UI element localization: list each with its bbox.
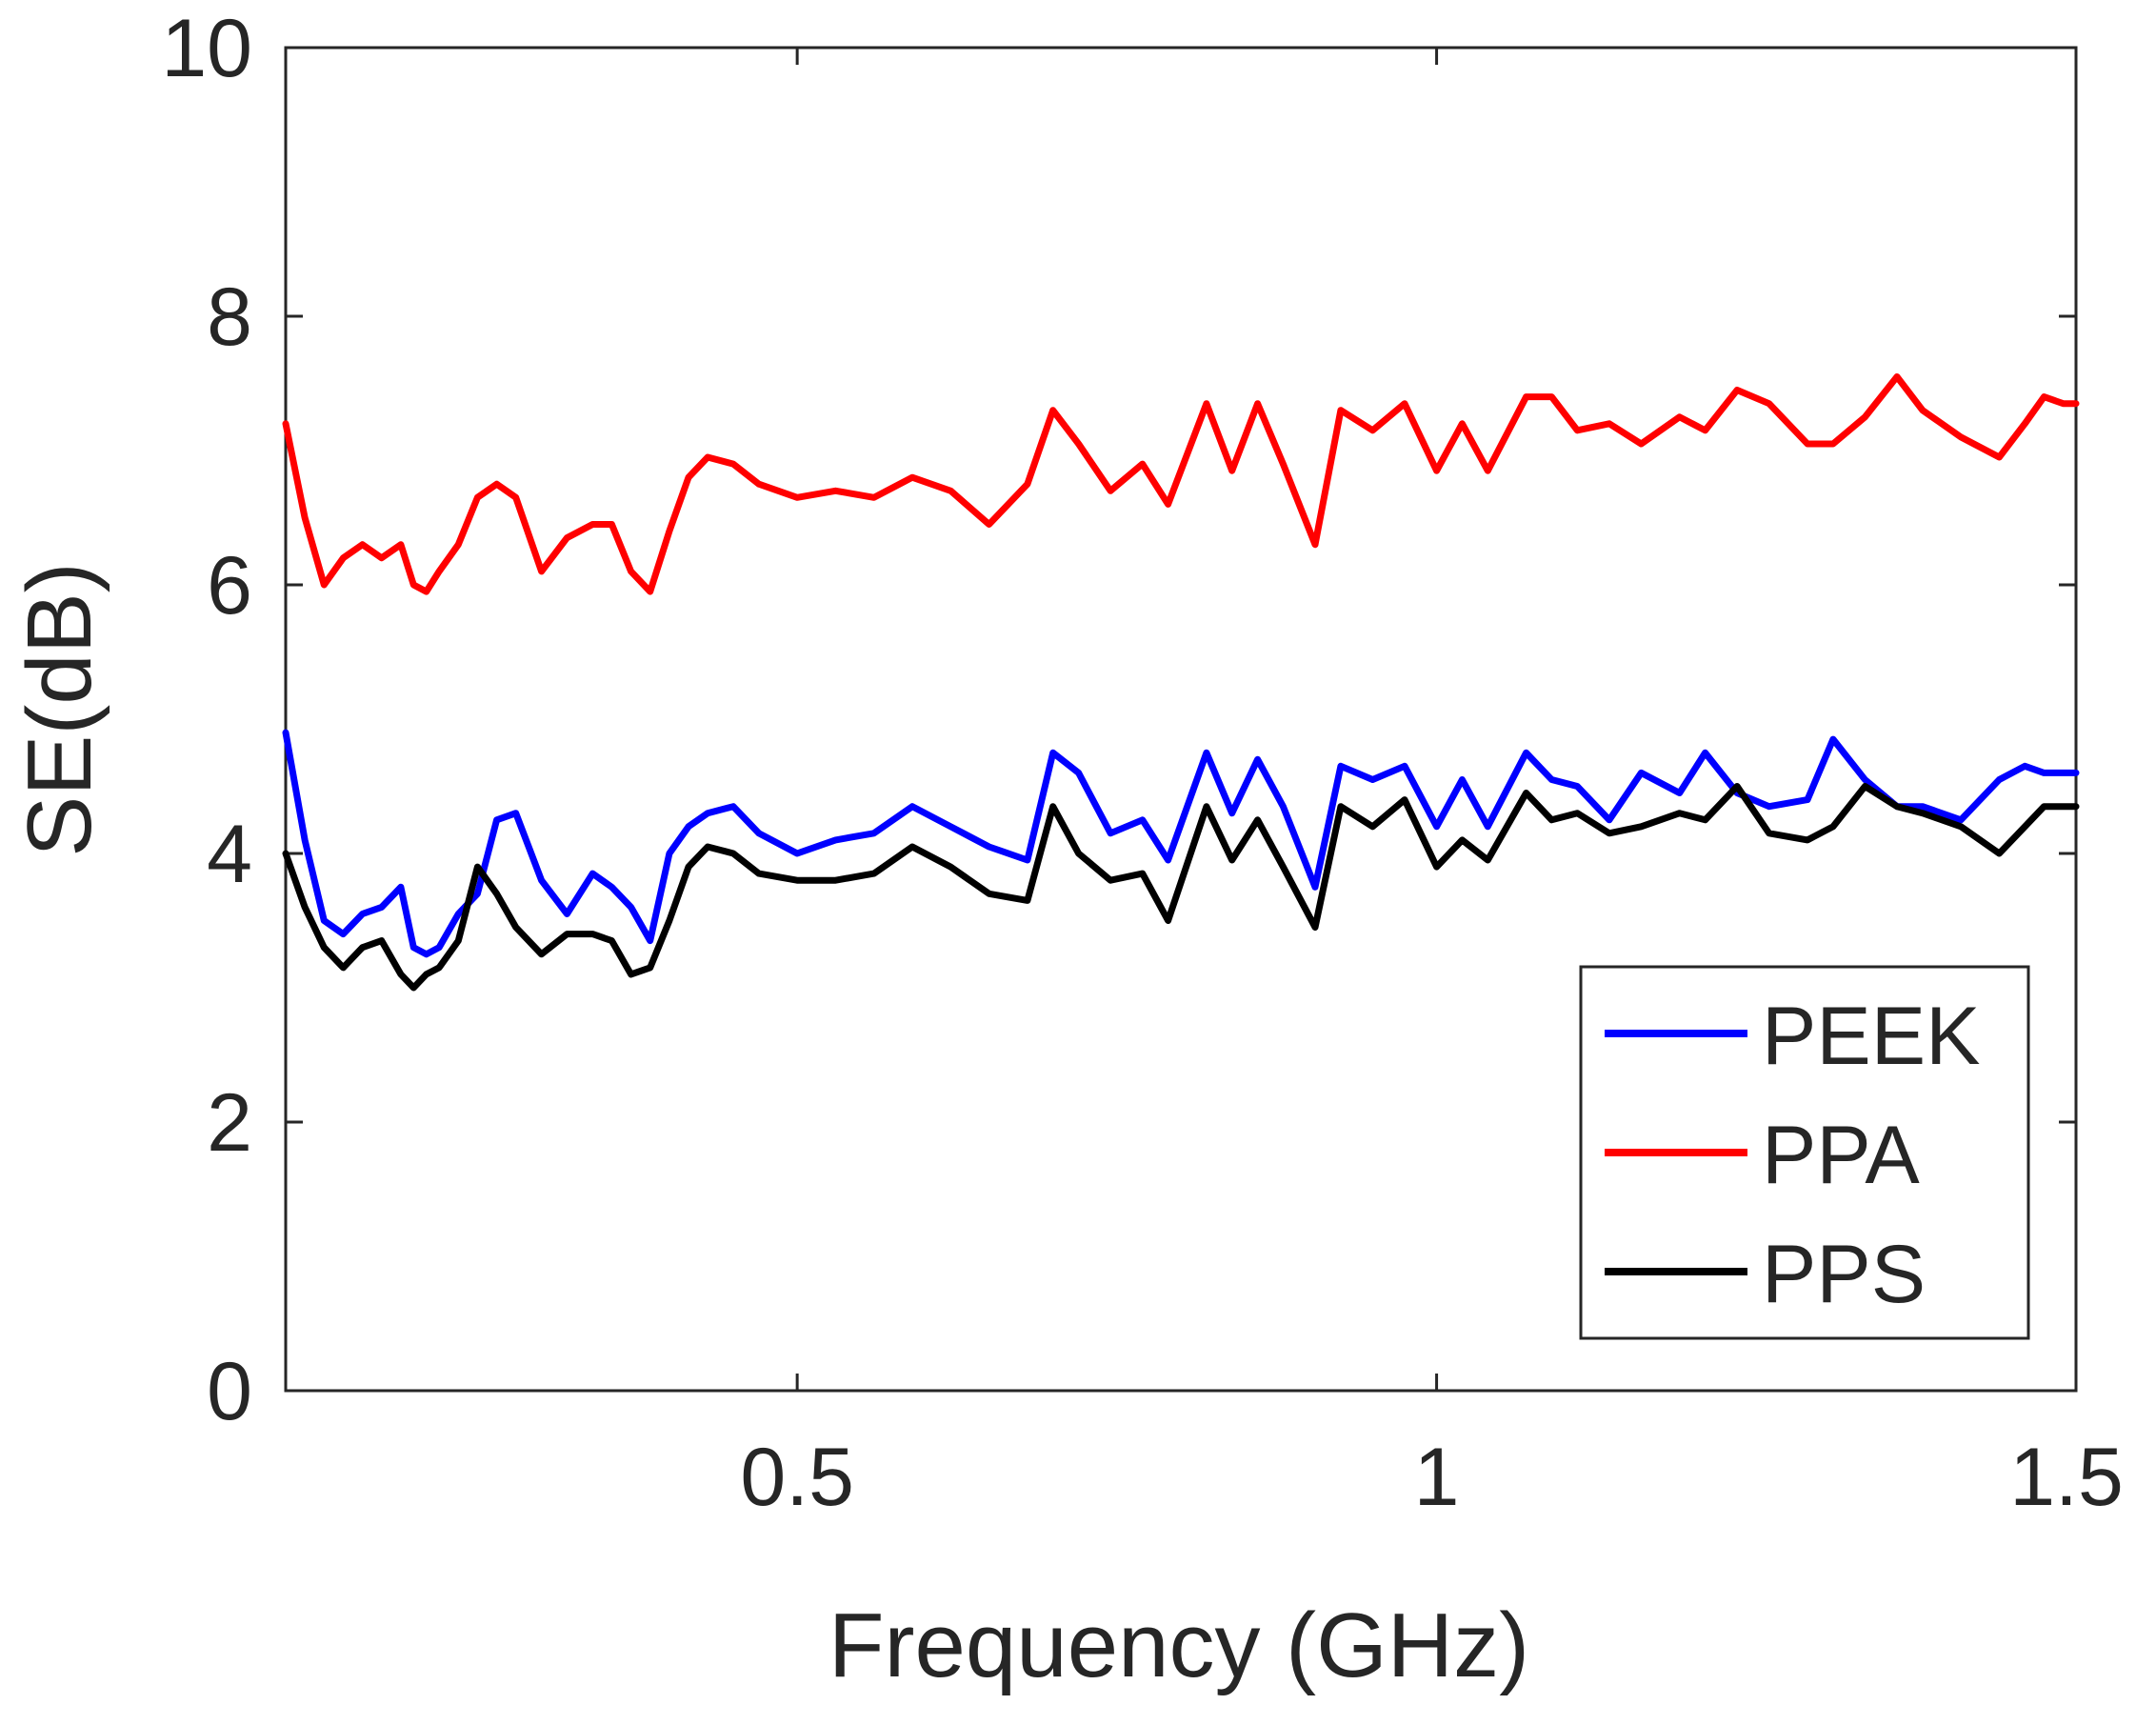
x-axis: 0.5 1 1.5 (740, 48, 2124, 1523)
x-tick-label: 1 (1414, 1432, 1460, 1523)
legend-label-peek: PEEK (1762, 991, 1980, 1082)
series-line-ppa (282, 373, 2080, 595)
legend-label-pps: PPS (1762, 1229, 1926, 1320)
y-tick-label: 0 (207, 1346, 252, 1437)
series-line-pps (282, 783, 2080, 992)
x-tick-label: 0.5 (740, 1432, 854, 1523)
series-layer (282, 373, 2080, 992)
legend-label-ppa: PPA (1762, 1110, 1920, 1201)
y-tick-label: 8 (207, 271, 252, 363)
series-line-peek (282, 729, 2080, 958)
y-tick-label: 6 (207, 540, 252, 632)
y-tick-label: 4 (207, 809, 252, 900)
x-axis-label: Frequency (GHz) (828, 1595, 1529, 1696)
x-tick-label: 1.5 (2009, 1432, 2124, 1523)
y-axis-label: SE(dB) (9, 562, 110, 856)
legend: PEEK PPA PPS (1579, 965, 2030, 1340)
y-tick-label: 2 (207, 1077, 252, 1169)
y-tick-label: 10 (161, 3, 252, 94)
y-axis: 0 2 4 6 8 10 (161, 3, 2076, 1437)
